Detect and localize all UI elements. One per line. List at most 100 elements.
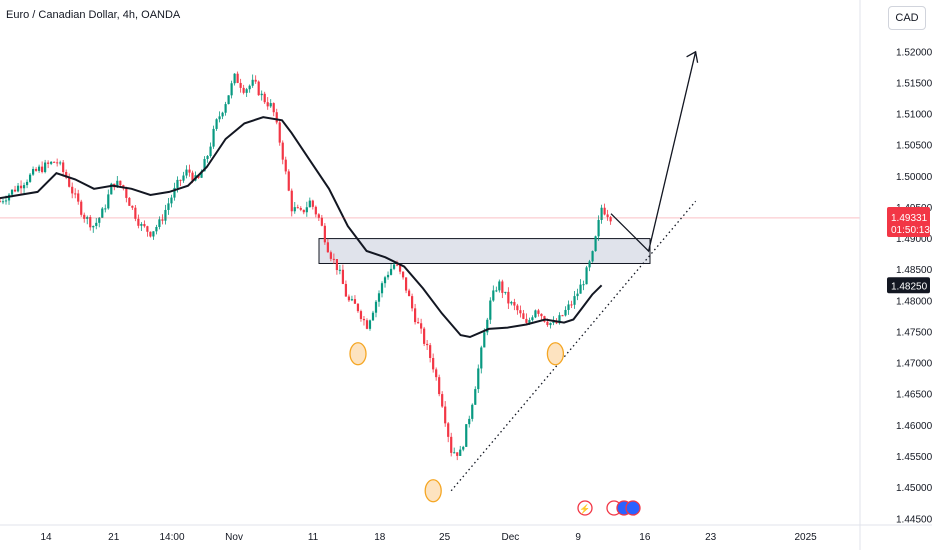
time-tick-label: Dec — [502, 532, 520, 543]
candle-body — [182, 175, 185, 181]
candle-body — [426, 343, 429, 346]
candle-body — [77, 193, 80, 202]
pivot-markers — [349, 342, 565, 503]
price-tick-label: 1.48500 — [896, 265, 932, 276]
candle-body — [293, 207, 296, 212]
pivot-marker[interactable] — [424, 479, 442, 503]
candle-body — [486, 319, 489, 333]
candle-body — [59, 162, 62, 164]
candle-body — [341, 269, 345, 284]
candle-body — [308, 200, 311, 208]
candle-body — [206, 156, 209, 160]
candle-body — [68, 177, 71, 187]
candle-body — [410, 296, 414, 309]
candle-body — [302, 209, 305, 213]
candle-body — [203, 159, 206, 172]
time-tick-label: 11 — [308, 532, 319, 543]
pivot-marker[interactable] — [546, 342, 565, 366]
candle-body — [582, 284, 585, 286]
candle-body — [453, 452, 456, 454]
candle-body — [423, 328, 426, 344]
candle-body — [555, 321, 558, 324]
candle-body — [603, 207, 606, 215]
candle-body — [537, 310, 540, 314]
candles — [0, 71, 612, 461]
price-tick-label: 1.52000 — [896, 47, 932, 58]
candle-body — [107, 194, 110, 209]
candle-body — [10, 189, 14, 195]
candle-body — [386, 274, 390, 278]
time-tick-label: 2025 — [794, 532, 817, 543]
candle-body — [25, 181, 29, 186]
candle-body — [567, 304, 570, 310]
price-tick-label: 1.45000 — [896, 483, 932, 494]
candle-body — [260, 93, 263, 96]
flag-event-icon[interactable] — [625, 500, 641, 516]
candle-body — [495, 290, 498, 292]
candle-body — [395, 264, 399, 266]
time-tick-label: 9 — [575, 532, 581, 543]
lightning-event-icon[interactable] — [577, 500, 593, 516]
candle-body — [573, 296, 576, 305]
candle-body — [438, 377, 441, 395]
candle-body — [116, 180, 119, 188]
candle-body — [609, 217, 612, 222]
candle-body — [128, 197, 131, 206]
candle-body — [600, 207, 603, 220]
candle-body — [492, 290, 495, 301]
candle-body — [498, 281, 501, 291]
candle-body — [597, 219, 600, 237]
candle-body — [239, 82, 242, 88]
candle-body — [16, 185, 20, 192]
price-tick-label: 1.45500 — [896, 452, 932, 463]
candle-body — [131, 205, 134, 208]
candle-body — [344, 283, 348, 297]
candle-body — [221, 112, 224, 117]
ma-price-text: 1.48250 — [891, 281, 928, 292]
candle-body — [353, 299, 357, 304]
trendline[interactable] — [450, 200, 697, 492]
candle-body — [483, 332, 486, 348]
candle-body — [299, 208, 302, 210]
candle-body — [278, 122, 281, 143]
candle-body — [417, 322, 420, 324]
candle-body — [80, 201, 83, 215]
candle-body — [404, 277, 408, 291]
moving-average-line — [0, 116, 603, 339]
candle-body — [287, 171, 290, 191]
candle-body — [513, 301, 516, 306]
candle-body — [326, 242, 329, 253]
price-tick-label: 1.49000 — [896, 234, 932, 245]
candle-body — [588, 261, 591, 268]
candle-body — [47, 162, 50, 164]
candle-body — [1, 201, 5, 203]
event-icons: ⚡ — [577, 500, 641, 516]
candle-body — [528, 320, 531, 323]
candle-body — [233, 73, 236, 84]
candle-body — [435, 369, 438, 378]
candle-body — [170, 197, 173, 204]
candle-body — [161, 219, 164, 221]
candle-body — [62, 162, 65, 173]
candle-body — [531, 317, 534, 321]
candle-body — [281, 142, 284, 160]
candle-body — [359, 311, 363, 319]
candle-body — [362, 318, 366, 321]
countdown-text: 01:50:13 — [891, 225, 930, 236]
projection-arrow[interactable] — [610, 51, 697, 253]
candle-body — [570, 304, 573, 306]
candle-body — [311, 200, 314, 207]
pivot-marker[interactable] — [349, 342, 367, 366]
candle-body — [119, 180, 122, 186]
candle-body — [248, 85, 251, 90]
candle-body — [347, 296, 351, 301]
candle-body — [272, 103, 275, 113]
time-tick-label: 14:00 — [160, 532, 185, 543]
candle-body — [504, 291, 507, 293]
candle-body — [50, 161, 53, 164]
currency-button[interactable]: CAD — [888, 6, 926, 30]
price-tick-label: 1.51000 — [896, 110, 932, 121]
candle-body — [89, 217, 92, 228]
candle-body — [407, 290, 411, 297]
